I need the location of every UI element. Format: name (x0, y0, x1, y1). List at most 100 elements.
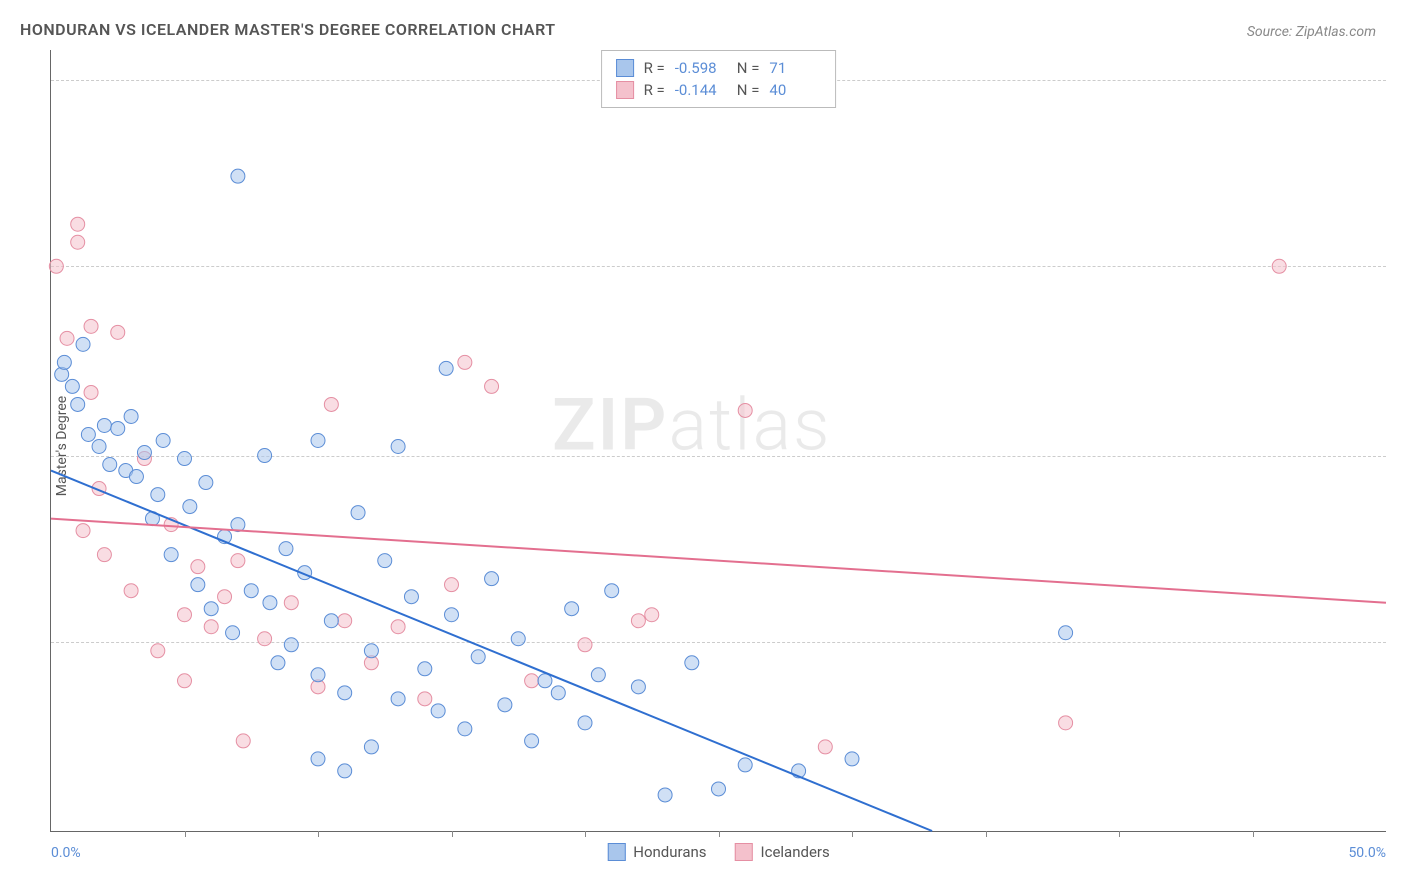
data-point (76, 337, 90, 351)
r-label: R = (644, 59, 665, 77)
data-point (845, 752, 859, 766)
n-label: N = (737, 59, 760, 77)
data-point (279, 542, 293, 556)
r-value-icelanders: -0.144 (675, 81, 727, 99)
n-value-hondurans: 71 (769, 59, 821, 77)
data-point (271, 656, 285, 670)
legend-label-hondurans: Hondurans (633, 843, 706, 861)
data-point (284, 638, 298, 652)
x-axis-min-label: 0.0% (51, 845, 81, 861)
swatch-icelanders (735, 843, 753, 861)
x-tick (719, 831, 720, 837)
data-point (439, 361, 453, 375)
data-point (525, 734, 539, 748)
data-point (151, 488, 165, 502)
data-point (199, 476, 213, 490)
x-tick (1253, 831, 1254, 837)
data-point (578, 716, 592, 730)
data-point (183, 500, 197, 514)
data-point (204, 602, 218, 616)
stats-row-icelanders: R = -0.144 N = 40 (616, 79, 822, 101)
data-point (236, 734, 250, 748)
data-point (151, 644, 165, 658)
data-point (525, 674, 539, 688)
data-point (645, 608, 659, 622)
swatch-icelanders (616, 81, 634, 99)
data-point (1059, 626, 1073, 640)
data-point (712, 782, 726, 796)
data-point (338, 686, 352, 700)
data-point (191, 578, 205, 592)
data-point (97, 548, 111, 562)
data-point (92, 440, 106, 454)
data-point (418, 692, 432, 706)
data-point (311, 668, 325, 682)
bottom-legend: Hondurans Icelanders (607, 843, 829, 861)
data-point (84, 385, 98, 399)
data-point (471, 650, 485, 664)
data-point (631, 680, 645, 694)
data-point (60, 331, 74, 345)
x-tick (986, 831, 987, 837)
data-point (738, 758, 752, 772)
r-label: R = (644, 81, 665, 99)
data-point (258, 449, 272, 463)
data-point (338, 614, 352, 628)
data-point (311, 434, 325, 448)
data-point (204, 620, 218, 634)
data-point (178, 452, 192, 466)
data-point (111, 325, 125, 339)
legend-item-hondurans: Hondurans (607, 843, 706, 861)
source-attribution: Source: ZipAtlas.com (1247, 24, 1376, 40)
data-point (49, 259, 63, 273)
data-point (137, 446, 151, 460)
data-point (124, 584, 138, 598)
r-value-hondurans: -0.598 (675, 59, 727, 77)
data-point (631, 614, 645, 628)
data-point (84, 319, 98, 333)
n-label: N = (737, 81, 760, 99)
data-point (57, 355, 71, 369)
data-point (71, 397, 85, 411)
data-point (258, 632, 272, 646)
data-point (458, 355, 472, 369)
data-point (418, 662, 432, 676)
data-point (445, 608, 459, 622)
data-point (156, 434, 170, 448)
data-point (1272, 259, 1286, 273)
data-point (324, 397, 338, 411)
data-point (324, 614, 338, 628)
data-point (458, 722, 472, 736)
n-value-icelanders: 40 (769, 81, 821, 99)
x-tick (585, 831, 586, 837)
data-point (129, 470, 143, 484)
data-point (485, 379, 499, 393)
correlation-stats-box: R = -0.598 N = 71 R = -0.144 N = 40 (601, 50, 837, 108)
data-point (391, 692, 405, 706)
data-point (178, 608, 192, 622)
data-point (391, 440, 405, 454)
x-tick (452, 831, 453, 837)
data-point (578, 638, 592, 652)
data-point (124, 409, 138, 423)
data-point (111, 421, 125, 435)
legend-label-icelanders: Icelanders (761, 843, 830, 861)
legend-item-icelanders: Icelanders (735, 843, 830, 861)
data-point (76, 524, 90, 538)
x-tick (1119, 831, 1120, 837)
data-point (338, 764, 352, 778)
data-point (178, 674, 192, 688)
data-point (164, 548, 178, 562)
data-point (71, 217, 85, 231)
x-axis-max-label: 50.0% (1348, 845, 1386, 861)
data-point (97, 418, 111, 432)
data-point (71, 235, 85, 249)
data-point (818, 740, 832, 754)
swatch-hondurans (616, 59, 634, 77)
data-point (311, 752, 325, 766)
data-point (511, 632, 525, 646)
data-point (263, 596, 277, 610)
data-point (226, 626, 240, 640)
data-point (244, 584, 258, 598)
data-point (284, 596, 298, 610)
